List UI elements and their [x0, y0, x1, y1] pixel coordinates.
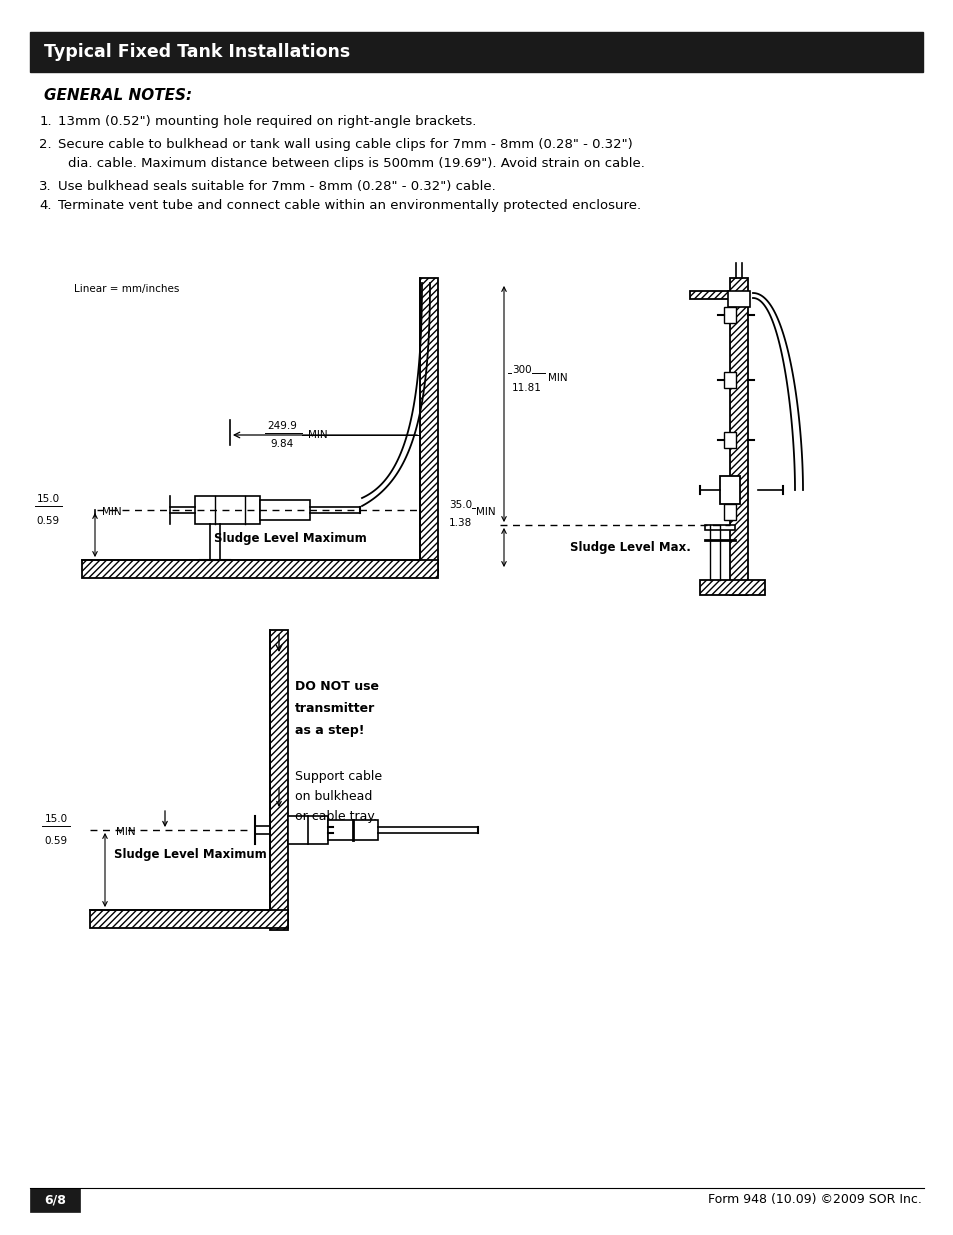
Text: MIN: MIN — [116, 827, 135, 837]
Bar — [82, 559, 437, 578]
Text: DO NOT use: DO NOT use — [294, 680, 378, 693]
Text: dia. cable. Maximum distance between clips is 500mm (19.69"). Avoid strain on ca: dia. cable. Maximum distance between cli… — [68, 157, 644, 170]
Text: 0.59: 0.59 — [45, 836, 68, 846]
Text: 13mm (0.52") mounting hole required on right-angle brackets.: 13mm (0.52") mounting hole required on r… — [58, 115, 476, 128]
Text: Support cable: Support cable — [294, 769, 382, 783]
Text: Linear = mm/inches: Linear = mm/inches — [74, 284, 179, 294]
Bar — [727, 291, 749, 308]
Text: 9.84: 9.84 — [270, 438, 294, 450]
Text: 15.0: 15.0 — [37, 494, 60, 504]
Text: Typical Fixed Tank Installations: Typical Fixed Tank Installations — [44, 43, 350, 61]
Bar — [30, 1188, 80, 1212]
Text: 11.81: 11.81 — [512, 383, 541, 393]
Text: 1.38: 1.38 — [448, 517, 472, 529]
Text: Secure cable to bulkhead or tank wall using cable clips for 7mm - 8mm (0.28" - 0: Secure cable to bulkhead or tank wall us… — [58, 138, 632, 151]
Bar — [30, 32, 923, 72]
Bar — [700, 580, 764, 595]
Text: 2.: 2. — [39, 138, 52, 151]
Bar — [720, 475, 740, 504]
Text: 0.59: 0.59 — [37, 516, 60, 526]
Text: MIN: MIN — [102, 508, 121, 517]
Bar — [260, 500, 310, 520]
Bar — [689, 291, 729, 299]
Text: on bulkhead: on bulkhead — [294, 790, 372, 803]
Text: Sludge Level Max.: Sludge Level Max. — [569, 541, 690, 555]
Text: MIN: MIN — [308, 430, 327, 440]
Text: 15.0: 15.0 — [45, 814, 68, 824]
Text: or cable tray.: or cable tray. — [294, 810, 376, 823]
Text: Sludge Level Maximum: Sludge Level Maximum — [213, 532, 366, 545]
Bar — [194, 496, 260, 524]
Text: transmitter: transmitter — [294, 701, 375, 715]
Bar — [723, 504, 735, 520]
Text: Terminate vent tube and connect cable within an environmentally protected enclos: Terminate vent tube and connect cable wi… — [58, 199, 640, 212]
Text: MIN: MIN — [476, 508, 496, 517]
Text: 249.9: 249.9 — [267, 421, 296, 431]
Bar — [328, 820, 377, 840]
Text: as a step!: as a step! — [294, 724, 364, 737]
Bar — [723, 372, 735, 388]
Text: Form 948 (10.09) ©2009 SOR Inc.: Form 948 (10.09) ©2009 SOR Inc. — [707, 1193, 921, 1207]
Text: 1.: 1. — [39, 115, 52, 128]
Bar — [90, 910, 288, 927]
Text: 300: 300 — [512, 366, 531, 375]
Bar — [704, 525, 734, 530]
Bar — [288, 816, 328, 844]
Bar — [729, 278, 747, 595]
Bar — [723, 432, 735, 448]
Bar — [270, 630, 288, 930]
Text: 35.0: 35.0 — [449, 500, 472, 510]
Bar — [419, 278, 437, 576]
Text: Sludge Level Maximum: Sludge Level Maximum — [113, 848, 266, 861]
Text: GENERAL NOTES:: GENERAL NOTES: — [44, 88, 192, 103]
Text: 4.: 4. — [39, 199, 52, 212]
Text: Use bulkhead seals suitable for 7mm - 8mm (0.28" - 0.32") cable.: Use bulkhead seals suitable for 7mm - 8m… — [58, 180, 496, 193]
Text: 6/8: 6/8 — [44, 1193, 66, 1207]
Text: MIN: MIN — [547, 373, 567, 383]
Bar — [723, 308, 735, 324]
Text: 3.: 3. — [39, 180, 52, 193]
